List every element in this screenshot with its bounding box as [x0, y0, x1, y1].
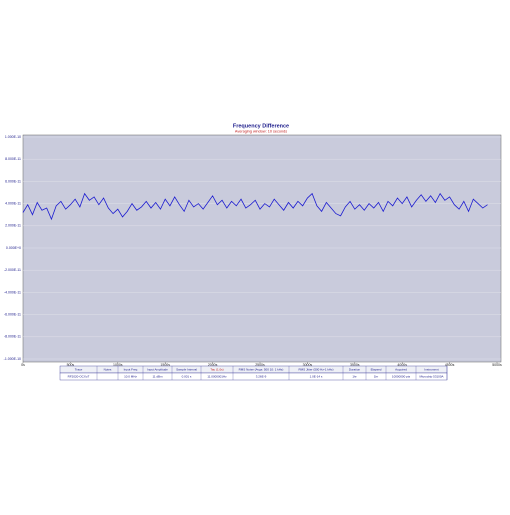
table-cell: 10.0 MHz	[124, 374, 137, 378]
x-tick-label: 0s	[21, 363, 25, 367]
table-header: Notes	[104, 367, 112, 371]
data-line	[22, 192, 488, 221]
table-cell: Microchip 53100A	[419, 374, 443, 378]
table-cell: 1.0E-14 s	[310, 374, 323, 378]
y-tick-label: -1.000E-10	[4, 357, 21, 361]
table-header: Sample Interval	[176, 367, 197, 371]
x-tick-label: 3000s	[303, 363, 313, 367]
y-tick-label: -8.000E-11	[4, 335, 21, 339]
table-header: Input Amplitude	[147, 367, 168, 371]
table-cell: 1hr	[352, 374, 356, 378]
y-tick-label: 8.000E-11	[5, 157, 21, 161]
table-cell: 11 dBm	[152, 374, 163, 378]
x-tick-label: 4500s	[445, 363, 455, 367]
table-header: Duration	[349, 367, 361, 371]
table-header: Elapsed	[371, 367, 382, 371]
chart-subtitle: Averaging window: 10 seconds	[235, 130, 287, 134]
table-cell: 3.26E-9	[256, 374, 267, 378]
table-header: Instrument	[424, 367, 438, 371]
y-tick-label: 4.000E-11	[5, 202, 21, 206]
table-cell: RF2020-OCXoT	[68, 374, 90, 378]
table-header: Tau (1.0s)	[210, 367, 223, 371]
x-tick-label: 3500s	[350, 363, 360, 367]
chart-title: Frequency Difference	[233, 123, 289, 129]
table-header: Input Freq	[124, 367, 138, 371]
table-header: RMS Jitter (500 Hz-1 kHz)	[298, 367, 333, 371]
plot-area	[22, 134, 502, 363]
y-tick-label: 0.000E+0	[6, 246, 21, 250]
y-tick-label: 6.000E-11	[5, 179, 21, 183]
table-cell: 11.0000001Hz	[207, 374, 227, 378]
x-tick-label: 1000s	[113, 363, 123, 367]
table-header: RMS Noise (Avgs: 500 10: 1 kHz)	[239, 367, 284, 371]
table-cell: 0.001 s	[182, 374, 192, 378]
y-tick-label: -2.000E-11	[4, 268, 21, 272]
x-tick-label: 500s	[67, 363, 75, 367]
table-header: Trace	[75, 367, 83, 371]
y-tick-label: -4.000E-11	[4, 290, 21, 294]
table-cell: 1hr	[374, 374, 378, 378]
y-tick-label: 1.000E-10	[5, 135, 21, 139]
x-tick-label: 4000s	[397, 363, 407, 367]
table-cell: 10000000 pts	[392, 374, 411, 378]
x-tick-label: 2500s	[255, 363, 265, 367]
table-header: Acquired	[395, 367, 407, 371]
y-tick-label: -6.000E-11	[4, 313, 21, 317]
x-tick-label: 1500s	[160, 363, 170, 367]
x-tick-label: 2000s	[208, 363, 218, 367]
y-tick-label: 2.000E-11	[5, 224, 21, 228]
x-tick-label: 5000s	[492, 363, 502, 367]
